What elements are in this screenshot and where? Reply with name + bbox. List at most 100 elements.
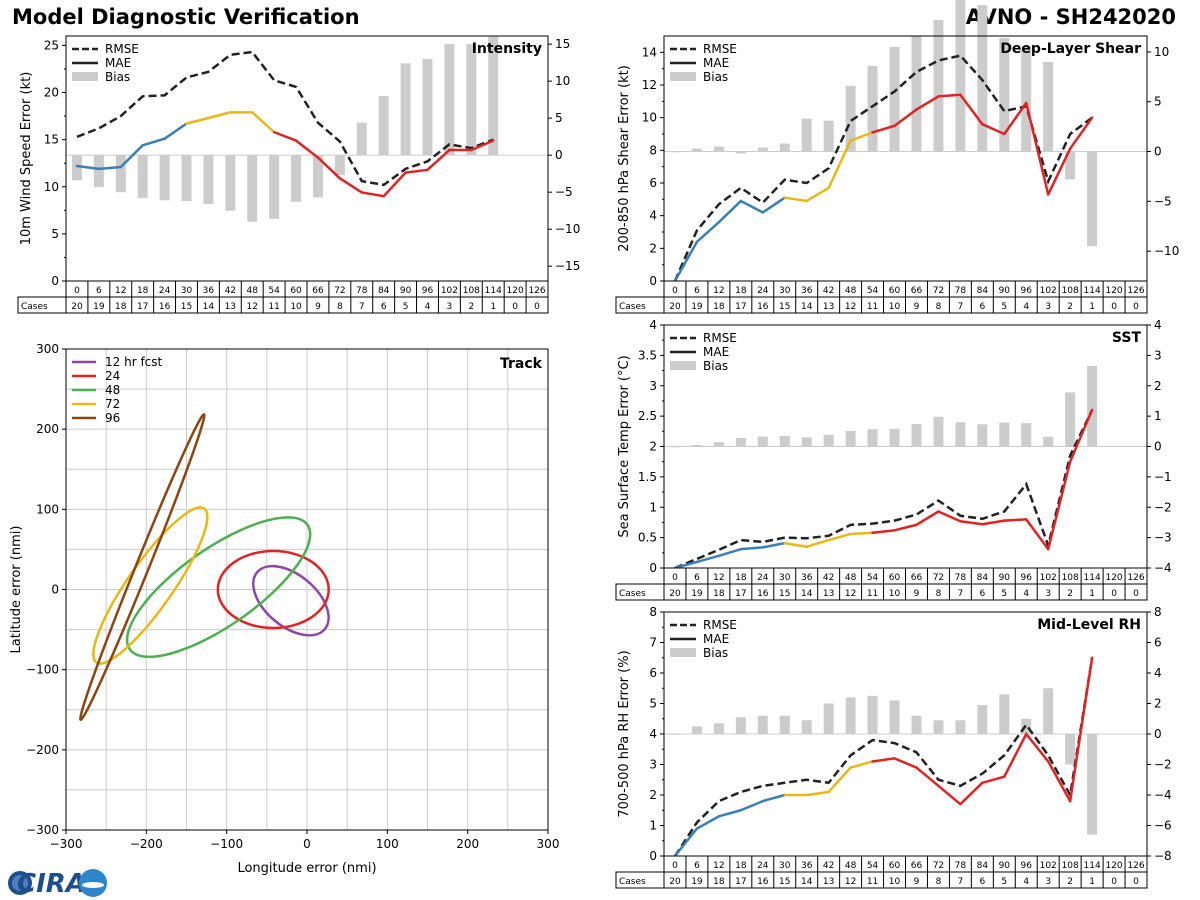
bias-tick-label: 10 [555,74,570,88]
bias-tick-label: −8 [1154,849,1172,863]
bias-bar [889,700,900,734]
hour-cell: 66 [911,573,923,583]
case-cell: 3 [447,302,453,312]
y-tick-label: 100 [36,502,59,516]
hour-cell: 0 [672,573,678,583]
mae-segment [1003,518,1028,522]
bias-bar [845,85,856,152]
bias-bar [757,715,768,734]
bias-bar [203,155,214,205]
hour-cell: 6 [694,573,700,583]
bias-bar [691,444,702,447]
mae-segment [739,799,765,812]
bias-tick-label: −5 [555,185,573,199]
legend-mae-label: MAE [703,345,729,359]
case-cell: 14 [203,302,215,312]
mae-segment [783,541,808,548]
hour-cell: 66 [911,286,923,296]
case-cell: 18 [713,877,725,887]
legend-rmse-label: RMSE [703,618,737,632]
hour-cell: 120 [1105,573,1122,583]
mae-segment [761,541,786,549]
y-tick-label: 4 [649,318,657,332]
hour-cell: 90 [999,861,1011,871]
mae-segment [673,827,699,858]
mae-segment [959,781,984,806]
bias-bar [867,65,878,152]
case-cell: 20 [669,302,681,312]
y-tick-label: 5 [51,227,59,241]
y-tick-label: 5 [649,697,657,711]
bias-bar [933,416,944,447]
y-axis-label: Latitude error (nmi) [9,526,24,654]
y-tick-label: −300 [26,823,59,837]
cases-table: Cases02061912181817241630153614421348125… [615,855,1148,889]
hour-cell: 126 [528,286,545,296]
hour-cell: 54 [867,573,879,583]
mae-segment [937,784,962,806]
mae-segment [805,790,830,797]
bias-tick-label: −4 [1154,788,1172,802]
hour-cell: 96 [1021,573,1033,583]
case-cell: 11 [867,302,878,312]
bias-tick-label: 0 [1154,727,1162,741]
y-tick-label: 4 [649,209,657,223]
mae-segment [1025,518,1050,551]
hour-cell: 114 [485,286,502,296]
globe-inner-icon [12,875,28,891]
mae-segment [1003,101,1028,136]
y-tick-label: 2 [649,440,657,454]
x-axis-label: Longitude error (nmi) [237,861,376,876]
case-cell: 14 [801,302,813,312]
mae-segment [849,131,874,142]
bias-bar [312,155,323,198]
case-cell: 3 [1045,302,1051,312]
bias-bar [867,695,878,734]
case-cell: 1 [1089,589,1095,599]
bias-bar [1065,151,1076,180]
hour-cell: 54 [867,286,879,296]
case-cell: 11 [867,877,878,887]
cases-row [615,296,1148,314]
track-ellipse [216,549,330,630]
mae-segment [849,760,874,769]
y-tick-label: 6 [649,176,657,190]
bias-tick-label: 4 [1154,666,1162,680]
case-cell: 12 [845,877,856,887]
y-tick-label: 2.5 [638,409,657,423]
case-cell: 19 [93,302,105,312]
bias-bar [1087,734,1098,835]
hour-cell: 0 [672,861,678,871]
hour-cell: 78 [955,861,967,871]
bias-bar [1043,688,1054,734]
hour-cell: 18 [735,286,747,296]
hour-cell: 66 [312,286,324,296]
bias-bar [422,58,433,156]
case-cell: 16 [757,589,769,599]
track-ellipse [92,506,209,665]
case-cell: 9 [914,877,920,887]
case-cell: 7 [958,589,964,599]
case-cell: 7 [958,302,964,312]
mae-segment [761,793,786,803]
bias-tick-label: 4 [1154,318,1162,332]
mae-segment [695,815,721,830]
bias-bar [1021,423,1032,447]
bias-bar [999,694,1010,734]
bias-bar [801,118,812,152]
case-cell: 10 [290,302,302,312]
hour-cell: 42 [823,861,834,871]
bias-bar [845,431,856,447]
hour-cell: 72 [933,861,944,871]
hour-cell: 48 [845,573,857,583]
bias-bar [977,705,988,734]
legend-bias-swatch [72,72,98,81]
case-cell: 13 [225,302,236,312]
bias-bar [845,697,856,734]
hour-cell: 78 [356,286,368,296]
bias-bar [159,155,170,201]
hour-cell: 24 [757,573,769,583]
panel-title: Mid-Level RH [1037,617,1141,633]
bias-bar [444,44,455,156]
legend-rmse-label: RMSE [703,42,737,56]
